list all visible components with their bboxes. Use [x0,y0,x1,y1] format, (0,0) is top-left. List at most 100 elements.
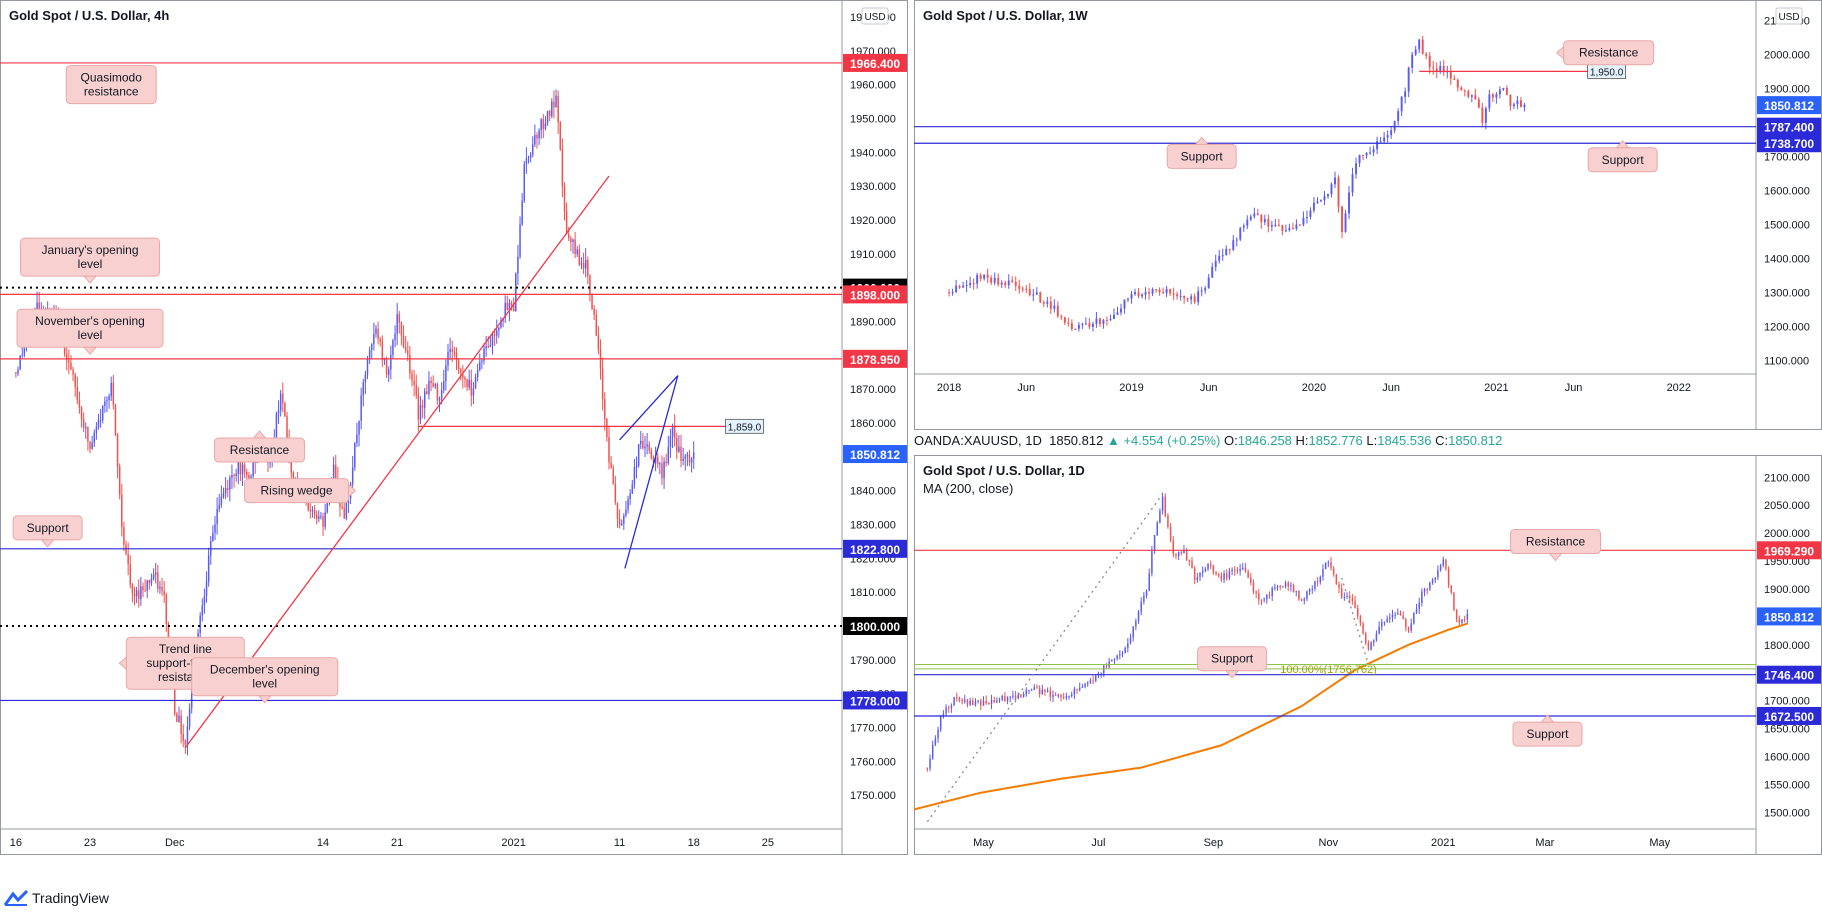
annotation-callout[interactable]: Rising wedge [244,478,357,504]
candle-body [597,335,600,350]
candle-body [525,158,528,165]
tradingview-logo-icon [4,890,28,906]
annotation-callout[interactable]: Resistance [1510,529,1602,562]
candle-body [1319,576,1322,583]
w1-chart[interactable]: 1,950.0 Resistance Support Support 1100.000 1… [914,0,1822,430]
candle-body [1390,130,1393,136]
w1-plot-area[interactable]: 1,950.0 Resistance Support Support [914,35,1756,332]
currency-badge[interactable] [861,7,889,25]
trend-line[interactable] [184,175,610,749]
annotation-text: resistance [84,85,139,99]
candle-body [218,504,220,509]
price-level-tag [1757,117,1821,136]
candle-body [362,382,365,396]
y-tick-label: 1790.000 [850,655,896,667]
d1-plot-area[interactable]: 100.00%(1756.762) Resistance Support Suppor… [914,492,1756,823]
candle-body [1383,621,1386,623]
candle-body [394,333,396,341]
candle-body [313,510,316,515]
candle-body [21,354,23,356]
candle-body [148,580,151,584]
candle-body [1004,282,1007,286]
annotation-callout[interactable]: Support [1197,646,1268,679]
annotation-text: Support [1181,149,1224,163]
candle-body [1284,582,1287,587]
candle-body [137,590,140,600]
candle-body [948,292,951,294]
candle-body [1362,154,1365,156]
candle-body [1498,89,1501,95]
candle-body [144,590,146,592]
tradingview-logo[interactable]: TradingView [4,890,109,906]
candle-body [97,420,100,428]
annotation-callout[interactable]: Support [1587,140,1658,173]
candle-body [133,593,136,597]
annotation-callout[interactable]: Resistance [213,430,305,463]
candle-body [958,285,961,288]
trend-line[interactable] [926,493,1164,823]
candle-body [284,403,286,417]
candle-body [1332,568,1335,575]
candle-body [969,700,971,705]
candle-body [1119,654,1121,656]
candle-body [1439,565,1442,571]
trend-line[interactable] [624,375,679,569]
d1-chart[interactable]: 100.00%(1756.762) Resistance Support Suppor… [914,455,1822,855]
price-level-tag [1757,706,1821,725]
candle-body [1186,298,1189,300]
candle-body [631,484,634,494]
candle-body [1153,535,1156,552]
candle-body [1179,295,1182,297]
candle-body [1242,225,1245,228]
candle-body [542,119,545,129]
candle-body [243,464,246,472]
candle-body [618,518,621,526]
ticker-symbol[interactable]: OANDA:XAUUSD, 1D [914,433,1042,448]
candle-body [1404,91,1407,97]
price-level-label: 1787.400 [1764,121,1814,135]
candle-body [1209,564,1212,566]
candle-body [440,390,443,399]
candle-body [229,477,231,490]
candle-body [1161,496,1164,511]
candle-body [1477,99,1480,108]
candle-body [1274,587,1276,589]
annotation-callout[interactable]: Resistance [1555,40,1655,66]
candle-body [377,328,379,340]
h4-chart-title: Gold Spot / U.S. Dollar, 4h [9,8,169,23]
candle-body [1098,318,1101,324]
candle-body [1105,320,1108,322]
candle-body [1204,569,1207,571]
candle-body [1011,280,1014,282]
candle-body [1255,591,1257,594]
candle-body [1062,697,1065,699]
candle-body [623,515,625,524]
candle-body [379,339,381,342]
candle-body [392,340,394,355]
candle-body [1316,581,1319,583]
candle-body [1234,569,1236,571]
candle-body [1281,225,1284,231]
candle-body [1330,184,1333,194]
candle-body [1291,227,1294,229]
candle-body [614,483,617,503]
annotation-callout[interactable]: Support [1512,714,1583,747]
currency-badge[interactable] [1775,7,1803,25]
ma-200-line[interactable] [914,622,1468,811]
candle-body [1127,298,1129,300]
trend-line[interactable] [619,375,679,441]
candle-body [76,386,79,401]
candle-body [1127,643,1129,648]
candle-body [1056,305,1059,317]
annotation-callout[interactable]: Support [12,515,83,548]
candle-body [464,377,466,380]
x-tick-label: Jun [1200,382,1218,394]
ma-indicator-label[interactable]: MA (200, close) [923,481,1013,496]
annotation-callout[interactable]: Support [1166,136,1237,169]
